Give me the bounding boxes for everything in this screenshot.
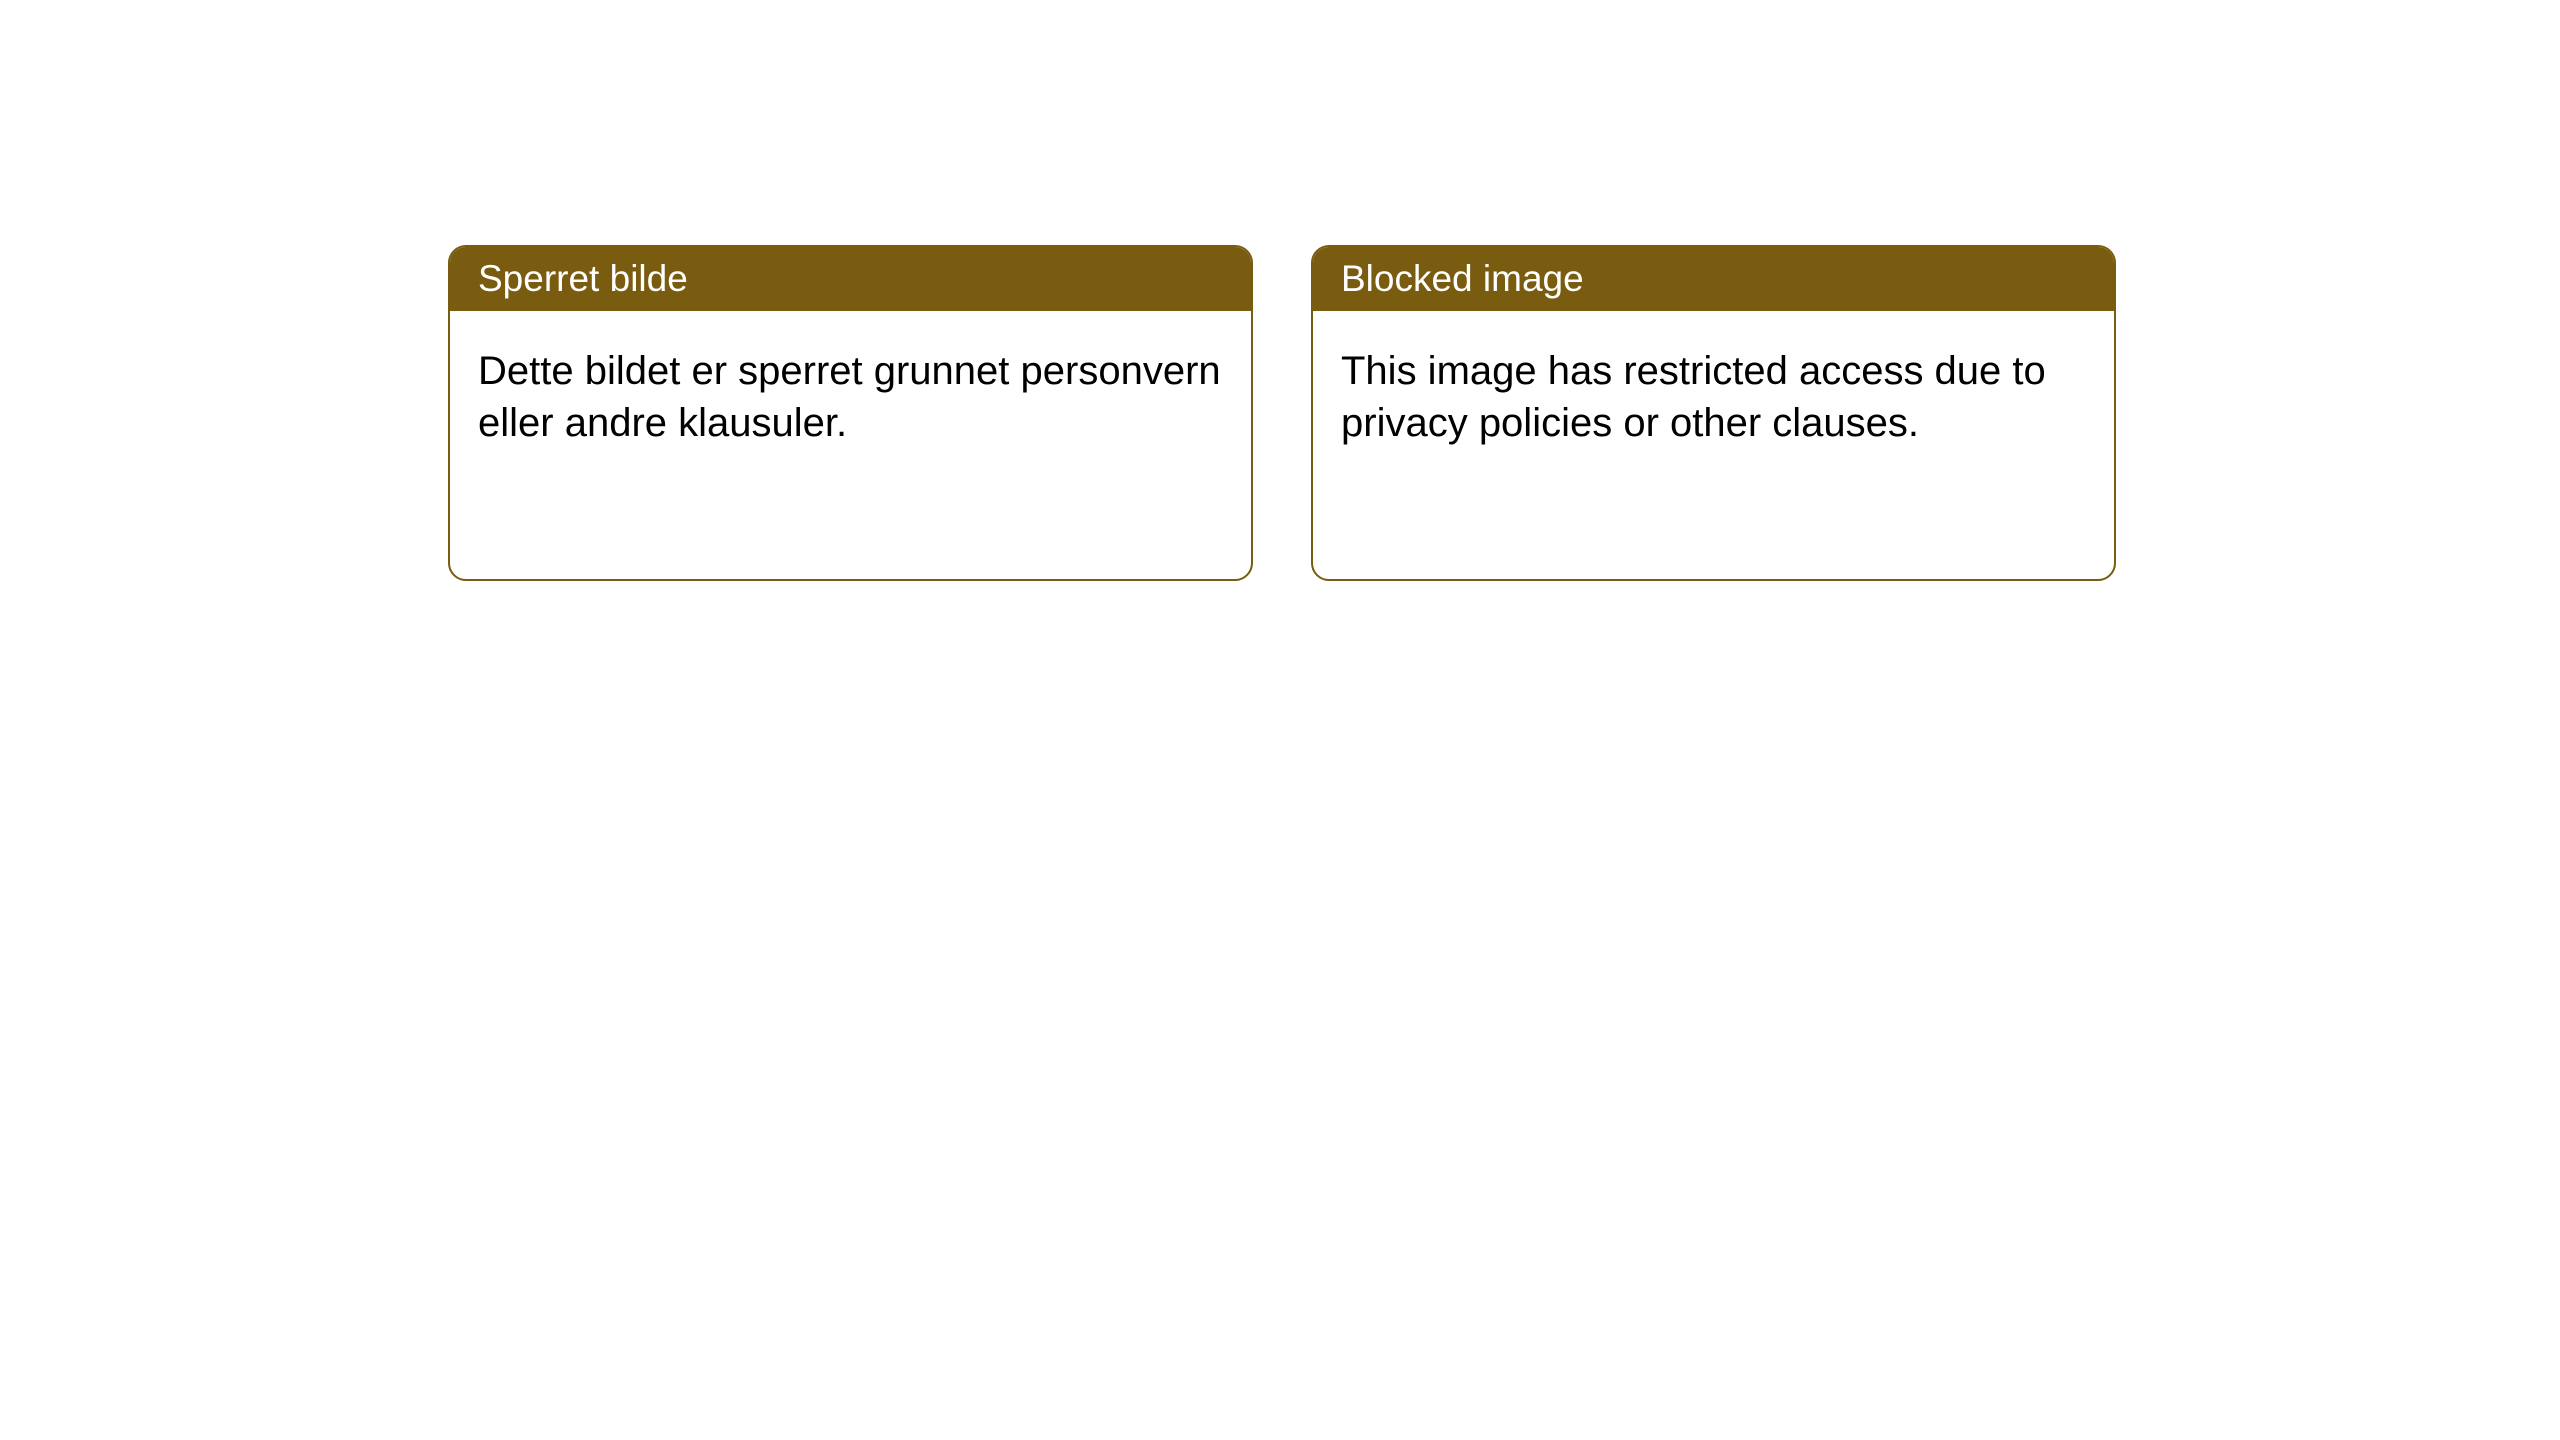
notice-card-body: This image has restricted access due to … [1313,311,2114,483]
notice-container: Sperret bilde Dette bildet er sperret gr… [448,245,2116,581]
notice-card-en: Blocked image This image has restricted … [1311,245,2116,581]
notice-card-title: Blocked image [1313,247,2114,311]
notice-card-body: Dette bildet er sperret grunnet personve… [450,311,1251,483]
notice-card-title: Sperret bilde [450,247,1251,311]
notice-card-no: Sperret bilde Dette bildet er sperret gr… [448,245,1253,581]
